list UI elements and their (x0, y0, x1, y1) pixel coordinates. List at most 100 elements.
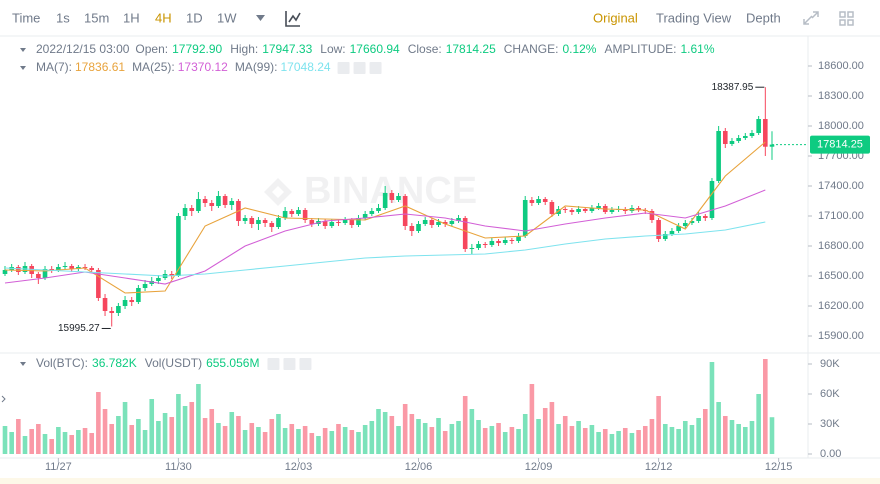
volume-bar (763, 359, 768, 454)
candle-body (276, 218, 281, 227)
volume-bar (382, 412, 388, 454)
candle-body (496, 241, 501, 243)
legend-tool[interactable] (337, 62, 350, 74)
collapse-caret[interactable] (20, 66, 26, 70)
volume-bar (22, 436, 28, 454)
volume-bar (342, 427, 348, 454)
candle-body (196, 199, 201, 211)
candle-body (636, 208, 641, 210)
candle-body (456, 218, 461, 221)
legend-tool[interactable] (353, 62, 366, 74)
volume-bar (422, 423, 428, 454)
candle-body (743, 136, 748, 138)
collapse-caret[interactable] (20, 362, 26, 366)
layout-button[interactable] (839, 11, 854, 26)
dropdown[interactable] (256, 15, 265, 21)
volume-tick-label: 30K (820, 418, 840, 430)
interval[interactable]: 1D (186, 10, 203, 25)
volume-bar (62, 432, 68, 454)
candle-body (509, 240, 515, 241)
volume-bar (29, 429, 34, 454)
candle-body (476, 244, 481, 248)
volume-bar (509, 427, 515, 454)
collapse-caret[interactable] (20, 48, 26, 52)
toolbar: Time 1s 15m 1H 4H 1D 1W Original Trading… (12, 10, 854, 27)
indicator-button[interactable] (285, 11, 301, 27)
fullscreen-button[interactable] (803, 11, 819, 25)
candle-body (562, 209, 568, 210)
volume-bar (76, 430, 81, 454)
candle-body (296, 210, 301, 214)
volume-bar (82, 428, 88, 454)
candle-body (469, 248, 475, 249)
candle-body (2, 270, 8, 274)
y-tick-label: 15900.00 (818, 330, 864, 342)
interval[interactable]: 4H (155, 10, 172, 25)
volume-bar (262, 432, 268, 454)
volume-bar (136, 419, 141, 454)
volume-bar (176, 394, 181, 454)
legend-tool[interactable] (369, 62, 382, 74)
volume-bar (89, 433, 95, 454)
volume-bar (449, 424, 455, 454)
candle-body (256, 220, 261, 224)
scroll-arrow[interactable] (1, 395, 6, 403)
ma-line (4, 189, 766, 285)
volume-bar (549, 402, 555, 454)
candle-body (342, 220, 348, 223)
x-tick-label: 12/09 (525, 461, 553, 473)
x-tick-label: 11/30 (165, 461, 192, 473)
candle-body (429, 220, 435, 225)
volume-bar (362, 425, 368, 454)
view-tab[interactable]: Depth (746, 10, 781, 25)
view-tab[interactable]: Trading View (656, 10, 732, 25)
info-label: Open: (135, 42, 168, 56)
interval[interactable]: 15m (84, 10, 109, 25)
volume-tick-label: 0.00 (820, 448, 841, 460)
legend-tool[interactable] (299, 358, 312, 370)
volume-bar (129, 425, 135, 454)
volume-bar (669, 427, 675, 454)
view-tab[interactable]: Original (593, 10, 638, 25)
volume-bar (209, 409, 215, 454)
volume-bar (196, 384, 201, 454)
legend-value: 17370.12 (178, 60, 228, 74)
ma-line (4, 141, 766, 294)
volume-tick-label: 60K (820, 388, 840, 400)
candle-body (689, 221, 695, 223)
candle-body (422, 220, 428, 224)
extreme-label: 18387.95 (712, 82, 754, 93)
volume-bar (616, 431, 621, 454)
candle-body (362, 214, 368, 218)
volume-bar (356, 432, 361, 454)
interval[interactable]: 1H (123, 10, 140, 25)
volume-bar (16, 419, 21, 454)
volume-bar (242, 430, 248, 454)
candle-body (662, 234, 668, 239)
y-tick-label: 17400.00 (818, 180, 864, 192)
legend-value: 17048.24 (281, 60, 331, 74)
volume-bar (502, 432, 508, 454)
candle-body (536, 199, 541, 203)
volume-bar (236, 416, 241, 454)
legend-tool[interactable] (267, 358, 280, 370)
volume-bar (409, 414, 415, 454)
bottom-strip (0, 478, 880, 484)
interval[interactable]: 1W (217, 10, 237, 25)
interval[interactable]: 1s (56, 10, 70, 25)
volume-bar (182, 406, 188, 454)
candle-body (749, 133, 755, 136)
legend-tool[interactable] (283, 358, 296, 370)
y-tick-label: 18000.00 (818, 120, 864, 132)
volume-bar (529, 384, 535, 454)
legend-value: 17836.61 (75, 60, 125, 74)
volume-bar (482, 428, 488, 454)
candle-body (349, 220, 355, 225)
candle-body (56, 267, 61, 270)
volume-bar (42, 434, 48, 454)
candle-body (396, 196, 401, 200)
interval[interactable]: Time (12, 10, 40, 25)
legend-label: MA(25): (132, 60, 175, 74)
x-tick-label: 12/06 (405, 461, 433, 473)
y-tick-label: 16500.00 (818, 270, 864, 282)
